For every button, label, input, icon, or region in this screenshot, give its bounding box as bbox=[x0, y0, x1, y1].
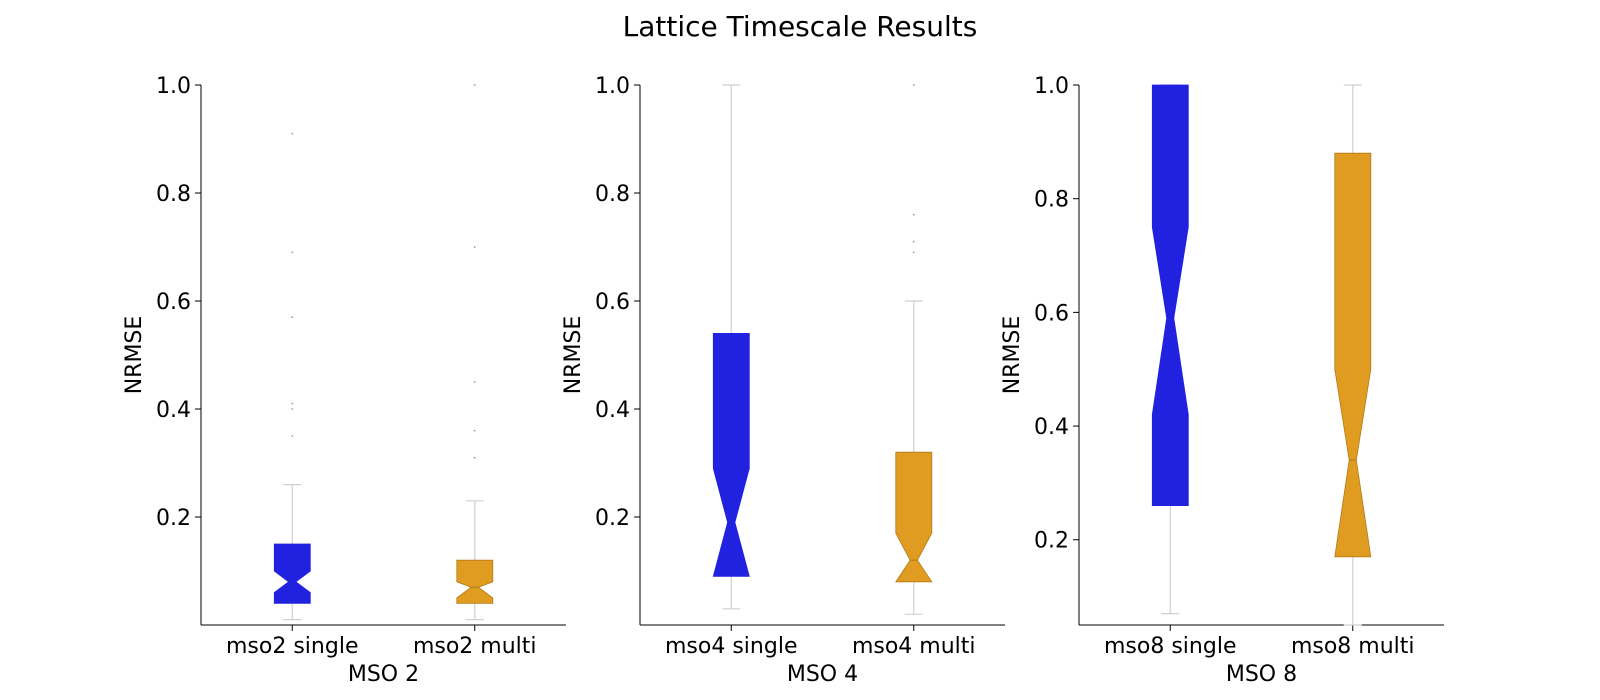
flier-point bbox=[291, 132, 294, 135]
y-tick-label: 0.4 bbox=[1034, 415, 1069, 440]
y-axis-title: NRMSE bbox=[561, 316, 586, 395]
y-tick-label: 0.8 bbox=[1034, 188, 1069, 213]
x-tick-label: mso2 single bbox=[226, 634, 358, 659]
box-mso2-multi bbox=[456, 559, 494, 604]
x-tick-label: mso2 multi bbox=[413, 634, 537, 659]
y-tick-label: 0.6 bbox=[1034, 301, 1069, 326]
y-axis-title: NRMSE bbox=[122, 316, 147, 395]
panel-3: 0.2 0.4 0.6 0.8 1.0 NRMSE MSO 8 mso8 single mso8… bbox=[1000, 74, 1444, 687]
flier-point bbox=[473, 381, 476, 383]
flier-point bbox=[912, 84, 915, 86]
x-tick-label: mso8 single bbox=[1104, 634, 1236, 659]
y-tick-label: 1.0 bbox=[1034, 74, 1069, 99]
panel-1: 0.2 0.4 0.6 0.8 1.0 NRMSE MSO 2 mso2 single mso2… bbox=[122, 74, 566, 687]
x-axis-title: MSO 2 bbox=[348, 662, 419, 687]
y-tick-label: 1.0 bbox=[156, 74, 191, 99]
y-tick-label: 0.4 bbox=[595, 398, 630, 423]
flier-point bbox=[291, 316, 294, 319]
flier-point bbox=[291, 408, 294, 410]
x-tick-label: mso4 single bbox=[665, 634, 797, 659]
panels: 0.2 0.4 0.6 0.8 1.0 NRMSE MSO 2 mso2 single mso2… bbox=[122, 74, 1444, 687]
y-tick-label: 0.6 bbox=[156, 290, 191, 315]
box-mso2-single bbox=[273, 543, 311, 604]
panel-2: 0.2 0.4 0.6 0.8 1.0 NRMSE MSO 4 mso4 single mso4… bbox=[561, 74, 1005, 687]
box-mso4-single bbox=[712, 332, 750, 577]
flier-point bbox=[291, 251, 294, 254]
y-tick-label: 0.2 bbox=[156, 506, 191, 531]
flier-point bbox=[473, 456, 476, 459]
y-tick-label: 0.8 bbox=[156, 182, 191, 207]
y-tick-label: 0.2 bbox=[595, 506, 630, 531]
flier-point bbox=[291, 402, 294, 405]
flier-point bbox=[912, 240, 915, 243]
figure-title: Lattice Timescale Results bbox=[623, 10, 978, 43]
y-tick-label: 0.8 bbox=[595, 182, 630, 207]
y-axis-title: NRMSE bbox=[1000, 316, 1025, 395]
box-mso8-multi bbox=[1334, 152, 1372, 558]
y-tick-label: 0.4 bbox=[156, 398, 191, 423]
x-tick-label: mso4 multi bbox=[852, 634, 976, 659]
flier-point bbox=[912, 251, 915, 254]
flier-point bbox=[473, 246, 476, 248]
box-mso8-single bbox=[1151, 84, 1189, 507]
box-mso4-multi bbox=[895, 451, 933, 583]
y-tick-label: 0.2 bbox=[1034, 529, 1069, 554]
flier-point bbox=[473, 84, 476, 86]
flier-point bbox=[291, 435, 294, 437]
x-axis-title: MSO 8 bbox=[1226, 662, 1297, 687]
flier-point bbox=[912, 213, 915, 216]
y-tick-label: 0.6 bbox=[595, 290, 630, 315]
x-tick-label: mso8 multi bbox=[1291, 634, 1415, 659]
y-tick-label: 1.0 bbox=[595, 74, 630, 99]
x-axis-title: MSO 4 bbox=[787, 662, 858, 687]
flier-point bbox=[473, 429, 476, 432]
